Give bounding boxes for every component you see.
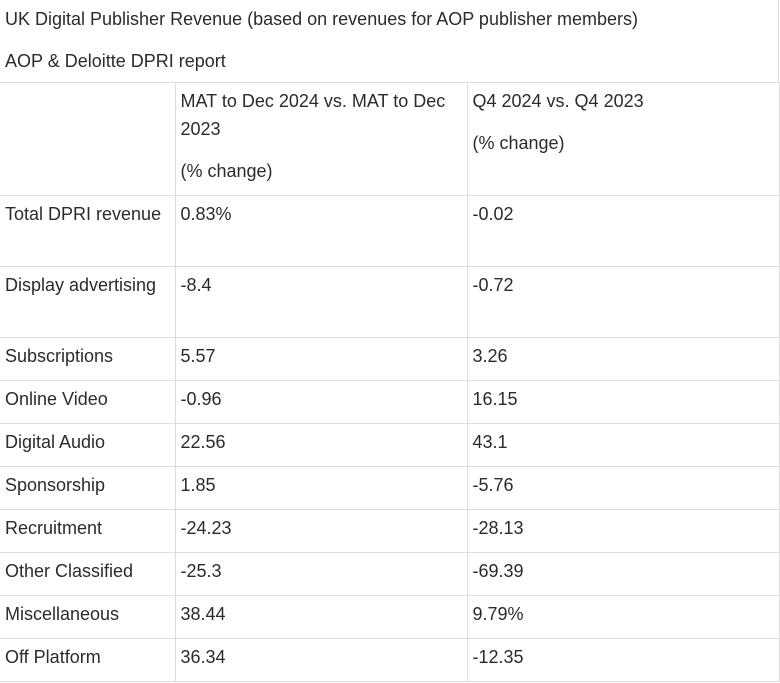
row-mat-value: 5.57 xyxy=(174,337,468,381)
row-q4-value: 43.1 xyxy=(466,423,780,467)
row-mat-value: 1.85 xyxy=(174,466,468,510)
row-q4-value: -28.13 xyxy=(466,509,780,553)
row-label: Display advertising xyxy=(0,266,176,338)
row-q4-value: 9.79% xyxy=(466,595,780,639)
row-label: Other Classified xyxy=(0,552,176,596)
row-mat-value: 22.56 xyxy=(174,423,468,467)
table-row: Other Classified -25.3 -69.39 xyxy=(0,552,780,596)
header-mat-unit: (% change) xyxy=(180,161,273,181)
report-subtitle: AOP & Deloitte DPRI report xyxy=(5,51,226,71)
row-q4-value: -0.72 xyxy=(466,266,780,338)
row-label: Recruitment xyxy=(0,509,176,553)
table-row: Sponsorship 1.85 -5.76 xyxy=(0,466,780,510)
header-empty-cell xyxy=(0,82,176,196)
row-mat-value: -0.96 xyxy=(174,380,468,424)
header-q4-cell: Q4 2024 vs. Q4 2023 (% change) xyxy=(466,82,780,196)
row-q4-value: -5.76 xyxy=(466,466,780,510)
row-q4-value: -69.39 xyxy=(466,552,780,596)
report-title: UK Digital Publisher Revenue (based on r… xyxy=(5,9,638,29)
row-label: Total DPRI revenue xyxy=(0,195,176,267)
row-label: Subscriptions xyxy=(0,337,176,381)
table-row: Recruitment -24.23 -28.13 xyxy=(0,509,780,553)
row-mat-value: 0.83% xyxy=(174,195,468,267)
row-q4-value: 16.15 xyxy=(466,380,780,424)
table-row: Total DPRI revenue 0.83% -0.02 xyxy=(0,195,780,267)
row-q4-value: -0.02 xyxy=(466,195,780,267)
row-label: Digital Audio xyxy=(0,423,176,467)
row-mat-value: 38.44 xyxy=(174,595,468,639)
header-q4-unit: (% change) xyxy=(472,133,565,153)
row-label: Sponsorship xyxy=(0,466,176,510)
row-q4-value: -12.35 xyxy=(466,638,780,682)
row-mat-value: -24.23 xyxy=(174,509,468,553)
table-row: Off Platform 36.34 -12.35 xyxy=(0,638,780,682)
row-mat-value: -25.3 xyxy=(174,552,468,596)
row-label: Online Video xyxy=(0,380,176,424)
header-q4-label: Q4 2024 vs. Q4 2023 xyxy=(472,91,644,111)
table-row: Online Video -0.96 16.15 xyxy=(0,380,780,424)
title-row: UK Digital Publisher Revenue (based on r… xyxy=(0,0,779,38)
row-mat-value: -8.4 xyxy=(174,266,468,338)
row-label: Miscellaneous xyxy=(0,595,176,639)
header-mat-cell: MAT to Dec 2024 vs. MAT to Dec 2023 (% c… xyxy=(174,82,468,196)
table-row: Display advertising -8.4 -0.72 xyxy=(0,266,780,338)
header-mat-label: MAT to Dec 2024 vs. MAT to Dec 2023 xyxy=(180,91,446,139)
table-header-row: MAT to Dec 2024 vs. MAT to Dec 2023 (% c… xyxy=(0,82,780,196)
table-row: Miscellaneous 38.44 9.79% xyxy=(0,595,780,639)
subtitle-row: AOP & Deloitte DPRI report xyxy=(0,38,779,82)
revenue-table: MAT to Dec 2024 vs. MAT to Dec 2023 (% c… xyxy=(0,82,780,682)
table-row: Subscriptions 5.57 3.26 xyxy=(0,337,780,381)
row-label: Off Platform xyxy=(0,638,176,682)
row-mat-value: 36.34 xyxy=(174,638,468,682)
row-q4-value: 3.26 xyxy=(466,337,780,381)
table-row: Digital Audio 22.56 43.1 xyxy=(0,423,780,467)
